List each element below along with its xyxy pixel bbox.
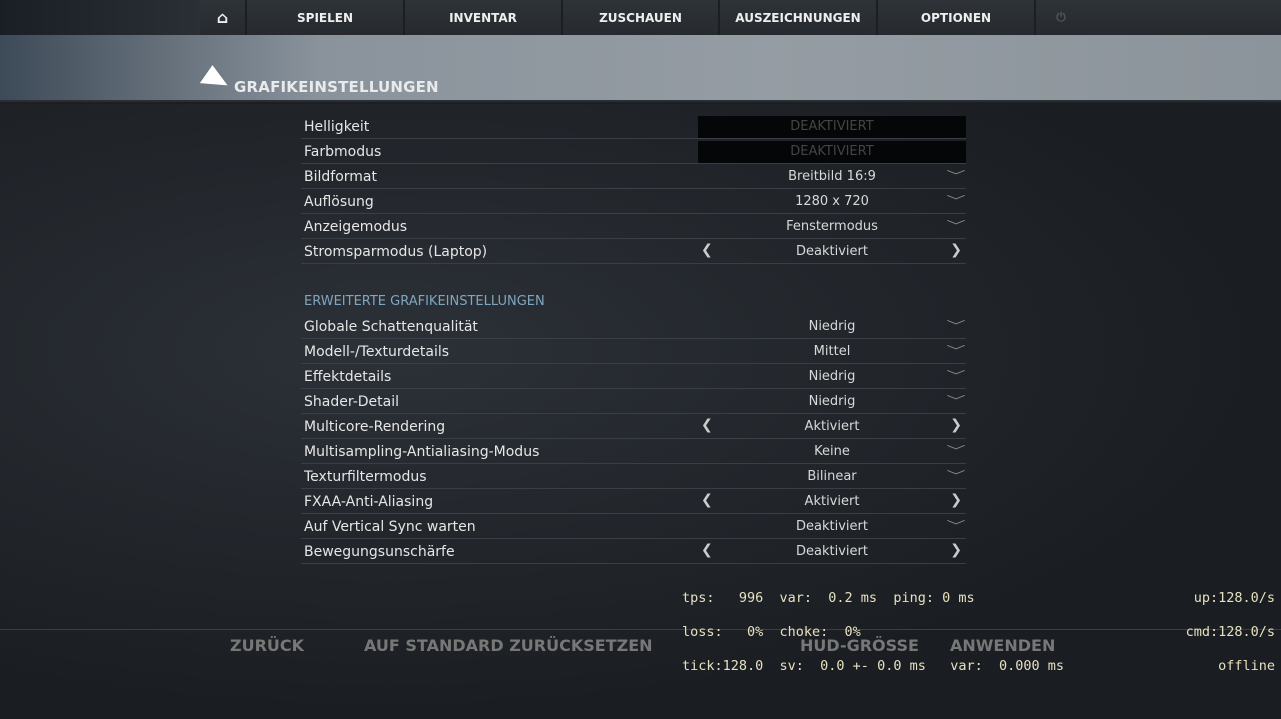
- setting-label: Farbmodus: [304, 144, 382, 160]
- setting-row[interactable]: Modell-/Texturdetails Mittel ﹀: [301, 340, 966, 364]
- nav-auszeichnungen[interactable]: AUSZEICHNUNGEN: [720, 0, 878, 35]
- chevron-down-icon[interactable]: ﹀: [946, 394, 966, 408]
- setting-value[interactable]: Aktiviert: [804, 494, 860, 509]
- setting-label: Multicore-Rendering: [304, 419, 446, 435]
- setting-label: Effektdetails: [304, 369, 392, 385]
- setting-label: Modell-/Texturdetails: [304, 344, 450, 360]
- chevron-down-icon[interactable]: ﹀: [946, 219, 966, 233]
- netgraph-line: tps: 996 var: 0.2 ms ping: 0 ms: [682, 590, 975, 606]
- netgraph-line: cmd:128.0/s: [1185, 624, 1275, 640]
- netgraph-line: offline: [1218, 658, 1275, 674]
- setting-label: Texturfiltermodus: [304, 469, 427, 485]
- nav-zuschauen[interactable]: ZUSCHAUEN: [563, 0, 720, 35]
- nav-inventar[interactable]: INVENTAR: [405, 0, 563, 35]
- power-icon[interactable]: ⏻: [1056, 10, 1066, 24]
- setting-value[interactable]: Niedrig: [808, 369, 856, 384]
- setting-row[interactable]: Bewegungsunschärfe Deaktiviert ❮ ❯: [301, 540, 966, 564]
- setting-label: Multisampling-Antialiasing-Modus: [304, 444, 540, 460]
- chevron-down-icon[interactable]: ﹀: [946, 519, 966, 533]
- netgraph-left: tps: 996 var: 0.2 ms ping: 0 ms loss: 0%…: [682, 573, 1064, 692]
- arrow-left-icon[interactable]: ❮: [701, 242, 713, 258]
- setting-value[interactable]: Fenstermodus: [786, 219, 878, 234]
- nav-optionen[interactable]: OPTIONEN: [878, 0, 1036, 35]
- setting-row[interactable]: Multicore-Rendering Aktiviert ❮ ❯: [301, 415, 966, 439]
- arrow-right-icon[interactable]: ❯: [950, 542, 962, 558]
- setting-value[interactable]: Breitbild 16:9: [788, 169, 876, 184]
- setting-value[interactable]: Deaktiviert: [796, 244, 868, 259]
- home-icon[interactable]: ⌂: [200, 0, 247, 35]
- hud-size-button[interactable]: HUD-GRÖSSE: [800, 636, 919, 655]
- apply-button[interactable]: ANWENDEN: [950, 636, 1056, 655]
- setting-value[interactable]: Niedrig: [808, 394, 856, 409]
- setting-row[interactable]: Auflösung 1280 x 720 ﹀: [301, 190, 966, 214]
- chevron-down-icon[interactable]: ﹀: [946, 469, 966, 483]
- setting-row[interactable]: Bildformat Breitbild 16:9 ﹀: [301, 165, 966, 189]
- setting-row[interactable]: Stromsparmodus (Laptop) Deaktiviert ❮ ❯: [301, 240, 966, 264]
- setting-label: Helligkeit: [304, 119, 370, 135]
- netgraph-line: up:128.0/s: [1193, 590, 1275, 606]
- setting-row[interactable]: Multisampling-Antialiasing-Modus Keine ﹀: [301, 440, 966, 464]
- setting-row[interactable]: Anzeigemodus Fenstermodus ﹀: [301, 215, 966, 239]
- setting-value[interactable]: Aktiviert: [804, 419, 860, 434]
- setting-row[interactable]: Helligkeit DEAKTIVIERT: [301, 115, 966, 139]
- netgraph-right: up:128.0/s cmd:128.0/s offline: [1186, 573, 1275, 692]
- setting-label: Shader-Detail: [304, 394, 399, 410]
- chevron-down-icon[interactable]: ﹀: [946, 344, 966, 358]
- setting-value[interactable]: Deaktiviert: [796, 544, 868, 559]
- arrow-left-icon[interactable]: ❮: [701, 417, 713, 433]
- setting-value[interactable]: Bilinear: [807, 469, 857, 484]
- setting-row[interactable]: Effektdetails Niedrig ﹀: [301, 365, 966, 389]
- arrow-left-icon[interactable]: ❮: [701, 542, 713, 558]
- netgraph-line: tick:128.0 sv: 0.0 +- 0.0 ms var: 0.000 …: [682, 658, 1065, 674]
- arrow-right-icon[interactable]: ❯: [950, 417, 962, 433]
- netgraph-line: loss: 0% choke: 0%: [682, 624, 861, 640]
- arrow-right-icon[interactable]: ❯: [950, 492, 962, 508]
- header-banner: [0, 35, 1281, 102]
- chevron-down-icon[interactable]: ﹀: [946, 369, 966, 383]
- setting-label: Globale Schattenqualität: [304, 319, 478, 335]
- chevron-down-icon[interactable]: ﹀: [946, 319, 966, 333]
- setting-label: Auflösung: [304, 194, 374, 210]
- setting-label: FXAA-Anti-Aliasing: [304, 494, 434, 510]
- setting-row[interactable]: Globale Schattenqualität Niedrig ﹀: [301, 315, 966, 339]
- setting-label: Bildformat: [304, 169, 377, 185]
- setting-row[interactable]: FXAA-Anti-Aliasing Aktiviert ❮ ❯: [301, 490, 966, 514]
- top-nav: ⌂ SPIELEN INVENTAR ZUSCHAUEN AUSZEICHNUN…: [0, 0, 1281, 35]
- main-area: [0, 104, 1281, 719]
- setting-disabled-value: DEAKTIVIERT: [698, 141, 966, 163]
- setting-label: Anzeigemodus: [304, 219, 408, 235]
- page-title: GRAFIKEINSTELLUNGEN: [234, 78, 439, 96]
- nav-spacer: [0, 0, 200, 35]
- setting-row[interactable]: Auf Vertical Sync warten Deaktiviert ﹀: [301, 515, 966, 539]
- setting-row[interactable]: Farbmodus DEAKTIVIERT: [301, 140, 966, 164]
- chevron-down-icon[interactable]: ﹀: [946, 169, 966, 183]
- setting-disabled-value: DEAKTIVIERT: [698, 116, 966, 138]
- setting-label: Stromsparmodus (Laptop): [304, 244, 488, 260]
- setting-label: Bewegungsunschärfe: [304, 544, 455, 560]
- nav-spielen[interactable]: SPIELEN: [247, 0, 405, 35]
- setting-value[interactable]: 1280 x 720: [795, 194, 869, 209]
- back-button[interactable]: ZURÜCK: [230, 636, 305, 655]
- setting-row[interactable]: Shader-Detail Niedrig ﹀: [301, 390, 966, 414]
- chevron-down-icon[interactable]: ﹀: [946, 194, 966, 208]
- arrow-right-icon[interactable]: ❯: [950, 242, 962, 258]
- setting-value[interactable]: Mittel: [813, 344, 851, 359]
- setting-value[interactable]: Niedrig: [808, 319, 856, 334]
- advanced-section-header: ERWEITERTE GRAFIKEINSTELLUNGEN: [304, 294, 545, 309]
- chevron-down-icon[interactable]: ﹀: [946, 444, 966, 458]
- setting-value[interactable]: Keine: [814, 444, 850, 459]
- setting-label: Auf Vertical Sync warten: [304, 519, 476, 535]
- setting-row[interactable]: Texturfiltermodus Bilinear ﹀: [301, 465, 966, 489]
- arrow-left-icon[interactable]: ❮: [701, 492, 713, 508]
- setting-value[interactable]: Deaktiviert: [796, 519, 868, 534]
- footer-divider: [0, 629, 1281, 630]
- reset-defaults-button[interactable]: AUF STANDARD ZURÜCKSETZEN: [364, 636, 653, 655]
